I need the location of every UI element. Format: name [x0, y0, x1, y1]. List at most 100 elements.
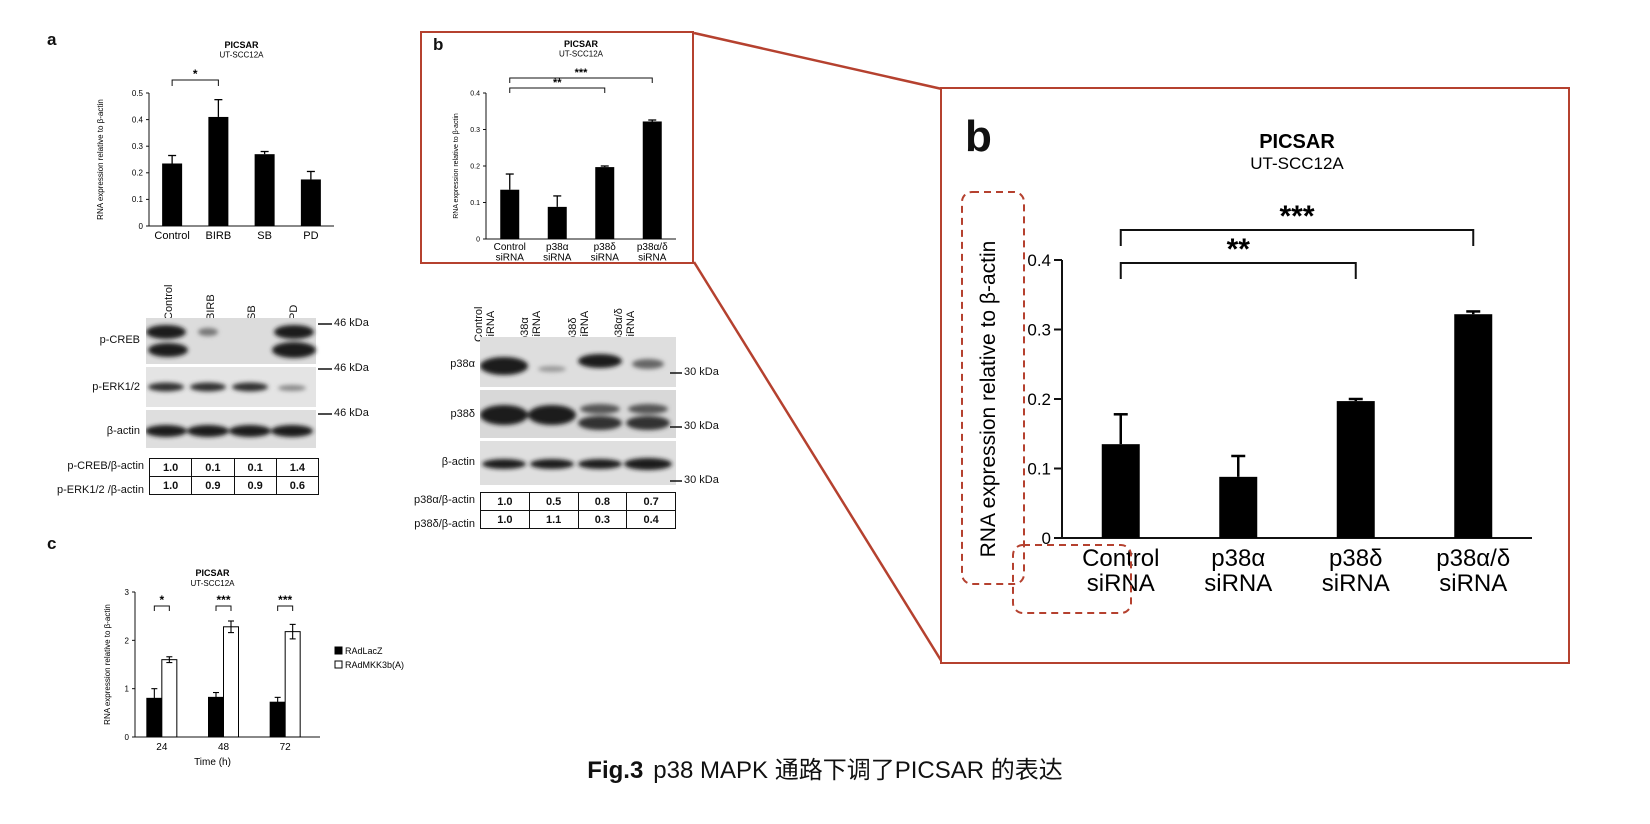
chart-subtitle: UT-SCC12A	[1250, 154, 1344, 173]
blot-b-marker: 30 kDa	[684, 474, 719, 486]
significance-bracket	[509, 77, 653, 83]
y-tick-label: 0.1	[1027, 459, 1051, 478]
table-cell: 0.9	[233, 476, 277, 495]
y-tick-label: 0	[476, 236, 480, 243]
y-tick-label: 0.4	[470, 90, 480, 97]
bar	[284, 631, 301, 738]
significance-marker: ***	[575, 67, 589, 79]
blot-a-row-label: β-actin	[106, 425, 140, 437]
chart-subtitle: UT-SCC12A	[190, 579, 235, 588]
significance-marker: ***	[278, 593, 292, 607]
x-axis-label: Time (h)	[194, 757, 231, 768]
blot-b-row-label: p38α	[450, 358, 475, 370]
table-cell: 1.0	[480, 510, 530, 529]
table-cell: 0.4	[626, 510, 676, 529]
significance-marker: **	[1227, 233, 1251, 266]
significance-bracket	[215, 605, 232, 611]
panel-letter-b-zoom: b	[965, 112, 992, 161]
y-tick-label: 0.3	[132, 142, 144, 151]
highlight-control-box	[1012, 544, 1132, 614]
chart-title: PICSAR	[1259, 131, 1335, 153]
y-tick-label: 0.2	[470, 163, 480, 170]
bar	[254, 154, 275, 226]
x-tick-label: 72	[280, 742, 292, 753]
significance-marker: ***	[216, 593, 230, 607]
x-tick-label: p38α/δ siRNA	[637, 242, 668, 261]
bar	[223, 626, 239, 738]
y-tick-label: 0.3	[1027, 320, 1051, 339]
y-tick-label: 0.3	[470, 127, 480, 134]
bar	[500, 189, 520, 239]
significance-marker: *	[159, 593, 164, 607]
significance-marker: ***	[1279, 200, 1314, 233]
y-tick-label: 0.5	[132, 89, 144, 98]
table-cell: 0.1	[233, 458, 277, 477]
quant-b-label-1: p38δ/β-actin	[414, 518, 475, 530]
table-cell: 0.6	[275, 476, 320, 495]
y-axis-label: RNA expression relative to β-actin	[453, 113, 460, 219]
table-cell: 0.8	[577, 492, 628, 511]
significance-marker: **	[553, 77, 562, 89]
significance-bracket	[277, 605, 294, 611]
quant-a-label-0: p-CREB/β-actin	[67, 460, 144, 472]
highlight-ylabel-box	[961, 191, 1025, 585]
blot-b-marker: 30 kDa	[684, 366, 719, 378]
y-tick-label: 1	[125, 685, 130, 694]
x-tick-label: p38α siRNA	[1204, 545, 1272, 597]
quant-b-label-0: p38α/β-actin	[414, 494, 475, 506]
chart-title: PICSAR	[224, 40, 259, 50]
bar	[208, 696, 224, 738]
blot-b-row-label: p38δ	[450, 408, 475, 420]
legend-swatch	[334, 646, 343, 655]
bar	[1336, 401, 1375, 538]
x-tick-label: SB	[257, 230, 272, 242]
bar	[208, 116, 229, 226]
legend-label: RAdLacZ	[345, 646, 383, 656]
y-axis-label: RNA expression relative to β-actin	[103, 604, 112, 725]
table-row: 1.0 1.1 0.3 0.4	[480, 510, 676, 529]
y-tick-label: 0.4	[132, 115, 144, 124]
table-row: 1.0 0.9 0.9 0.6	[148, 476, 320, 495]
chart-title: PICSAR	[564, 39, 599, 49]
chart-subtitle: UT-SCC12A	[219, 50, 264, 59]
bar	[300, 179, 321, 226]
x-tick-label: PD	[303, 230, 318, 242]
y-axis-label: RNA expression relative to β-actin	[96, 99, 105, 220]
x-tick-label: Control siRNA	[1082, 545, 1159, 597]
significance-bracket	[1119, 229, 1475, 246]
x-tick-label: p38δ siRNA	[1322, 545, 1390, 597]
blot-b-image	[480, 337, 676, 485]
y-tick-label: 0	[125, 733, 130, 742]
bar	[1454, 314, 1493, 538]
panel-letter-c: c	[47, 534, 57, 553]
caption-figure-number: Fig.3	[587, 757, 644, 784]
bar	[595, 167, 615, 239]
y-axis-label: RNA expression relative to β-actin	[977, 241, 1000, 558]
significance-marker: *	[193, 67, 198, 81]
y-tick-label: 0	[1042, 529, 1051, 548]
figure-caption: Fig.3 p38 MAPK 通路下调了PICSAR 的表达	[0, 750, 1650, 785]
y-tick-label: 3	[125, 588, 130, 597]
x-tick-label: p38α siRNA	[543, 242, 572, 261]
x-tick-label: 48	[218, 742, 230, 753]
blot-b-marker: 30 kDa	[684, 420, 719, 432]
quant-table-b: 1.0 0.5 0.8 0.7 1.0 1.1 0.3 0.4	[480, 492, 676, 529]
table-cell: 1.0	[480, 492, 530, 511]
panel-b-box	[420, 31, 694, 264]
panel-letter-b: b	[433, 35, 444, 54]
y-tick-label: 0.1	[470, 200, 480, 207]
x-tick-label: Control siRNA	[494, 242, 526, 261]
bar	[161, 659, 178, 738]
quant-table-a: 1.0 0.1 0.1 1.4 1.0 0.9 0.9 0.6	[148, 458, 320, 495]
significance-bracket	[509, 87, 606, 93]
blot-a-marker: 46 kDa	[334, 407, 369, 419]
table-cell: 1.1	[528, 510, 579, 529]
significance-bracket	[171, 79, 219, 86]
blot-a-row-label: p-ERK1/2	[92, 381, 140, 393]
blot-a-image	[146, 318, 332, 448]
